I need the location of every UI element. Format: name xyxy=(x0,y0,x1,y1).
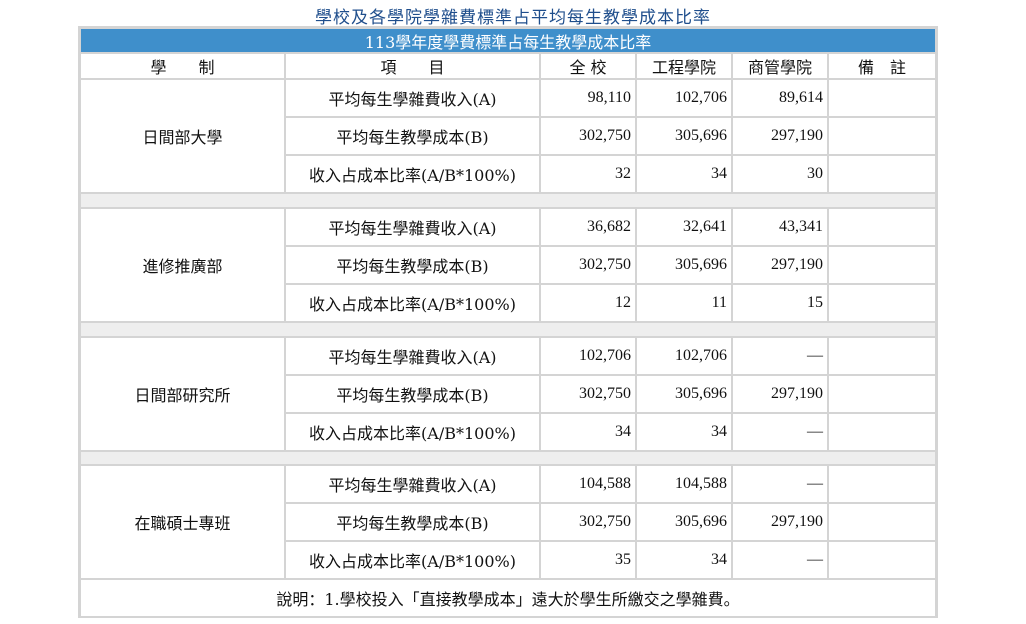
row-item: 平均每生教學成本(B) xyxy=(286,376,539,412)
cell-school: 104,588 xyxy=(541,466,635,502)
cell-management: — xyxy=(733,338,827,374)
cell-school: 302,750 xyxy=(541,118,635,154)
table-banner: 113學年度學費標準占每生教學成本比率 xyxy=(81,29,935,52)
cell-school: 12 xyxy=(541,285,635,321)
header-system: 學 制 xyxy=(81,54,284,78)
cell-remarks xyxy=(829,542,935,578)
group-label: 在職碩士專班 xyxy=(81,466,284,578)
cell-remarks xyxy=(829,285,935,321)
cell-school: 102,706 xyxy=(541,338,635,374)
row-item: 收入占成本比率(A/B*100%) xyxy=(286,542,539,578)
cell-management: — xyxy=(733,414,827,450)
cell-management: 30 xyxy=(733,156,827,192)
cell-school: 35 xyxy=(541,542,635,578)
cell-remarks xyxy=(829,209,935,245)
cell-school: 302,750 xyxy=(541,247,635,283)
cell-remarks xyxy=(829,80,935,116)
row-item: 平均每生學雜費收入(A) xyxy=(286,338,539,374)
cell-management: — xyxy=(733,466,827,502)
cell-school: 302,750 xyxy=(541,504,635,540)
cell-management: 297,190 xyxy=(733,247,827,283)
cell-engineering: 305,696 xyxy=(637,504,731,540)
cell-engineering: 34 xyxy=(637,156,731,192)
cell-engineering: 305,696 xyxy=(637,376,731,412)
cell-remarks xyxy=(829,414,935,450)
row-item: 平均每生學雜費收入(A) xyxy=(286,80,539,116)
cell-engineering: 104,588 xyxy=(637,466,731,502)
header-school: 全 校 xyxy=(541,54,635,78)
table-note: 說明：1.學校投入「直接教學成本」遠大於學生所繳交之學雜費。 xyxy=(81,580,935,616)
cell-school: 32 xyxy=(541,156,635,192)
cell-school: 302,750 xyxy=(541,376,635,412)
cell-engineering: 34 xyxy=(637,542,731,578)
row-item: 平均每生教學成本(B) xyxy=(286,247,539,283)
header-item: 項 目 xyxy=(286,54,539,78)
cell-remarks xyxy=(829,156,935,192)
cell-remarks xyxy=(829,338,935,374)
cell-management: 297,190 xyxy=(733,118,827,154)
row-item: 收入占成本比率(A/B*100%) xyxy=(286,156,539,192)
group-label: 日間部研究所 xyxy=(81,338,284,450)
cell-remarks xyxy=(829,247,935,283)
cell-engineering: 34 xyxy=(637,414,731,450)
cell-engineering: 102,706 xyxy=(637,338,731,374)
cell-management: 89,614 xyxy=(733,80,827,116)
row-item: 平均每生學雜費收入(A) xyxy=(286,466,539,502)
cell-remarks xyxy=(829,118,935,154)
cell-engineering: 102,706 xyxy=(637,80,731,116)
header-engineering: 工程學院 xyxy=(637,54,731,78)
cell-school: 98,110 xyxy=(541,80,635,116)
row-item: 平均每生教學成本(B) xyxy=(286,118,539,154)
cell-engineering: 32,641 xyxy=(637,209,731,245)
cell-remarks xyxy=(829,504,935,540)
cell-management: — xyxy=(733,542,827,578)
header-remarks: 備 註 xyxy=(829,54,935,78)
group-separator xyxy=(81,452,935,464)
cell-school: 34 xyxy=(541,414,635,450)
group-separator xyxy=(81,323,935,336)
cell-remarks xyxy=(829,466,935,502)
group-label: 進修推廣部 xyxy=(81,209,284,321)
group-label: 日間部大學 xyxy=(81,80,284,192)
cell-management: 297,190 xyxy=(733,504,827,540)
group-separator xyxy=(81,194,935,207)
row-item: 平均每生學雜費收入(A) xyxy=(286,209,539,245)
cell-management: 15 xyxy=(733,285,827,321)
cell-engineering: 11 xyxy=(637,285,731,321)
cell-management: 297,190 xyxy=(733,376,827,412)
row-item: 平均每生教學成本(B) xyxy=(286,504,539,540)
page-title: 學校及各學院學雜費標準占平均每生教學成本比率 xyxy=(315,8,711,28)
fee-ratio-table: 113學年度學費標準占每生教學成本比率 學 制 項 目 全 校 工程學院 商管學… xyxy=(78,26,938,618)
cell-remarks xyxy=(829,376,935,412)
cell-engineering: 305,696 xyxy=(637,118,731,154)
row-item: 收入占成本比率(A/B*100%) xyxy=(286,414,539,450)
cell-management: 43,341 xyxy=(733,209,827,245)
row-item: 收入占成本比率(A/B*100%) xyxy=(286,285,539,321)
header-management: 商管學院 xyxy=(733,54,827,78)
cell-engineering: 305,696 xyxy=(637,247,731,283)
cell-school: 36,682 xyxy=(541,209,635,245)
